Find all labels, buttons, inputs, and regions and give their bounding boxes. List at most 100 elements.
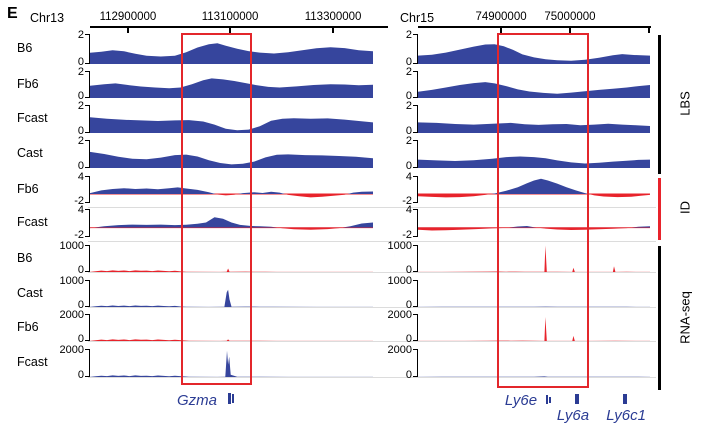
signal-area <box>418 44 650 64</box>
scale-max-label: 4 <box>405 204 412 216</box>
track-waveform <box>418 156 650 168</box>
chromosome-label-right: Chr15 <box>400 11 435 25</box>
track-waveform <box>90 117 373 133</box>
scale-max-label: 1000 <box>59 275 84 287</box>
axis-tick <box>332 28 334 33</box>
axis-tick <box>127 28 129 33</box>
track-waveform <box>418 122 650 133</box>
gene-glyph-gzma <box>232 394 235 403</box>
axis-bracket <box>413 140 418 168</box>
scale-min-label: 0 <box>405 90 412 102</box>
gene-glyph-ly6e <box>549 397 552 403</box>
track-label-fcast-lbs: Fcast <box>17 111 48 125</box>
scale-min-label: 0 <box>405 369 412 381</box>
scale-min-label: 0 <box>77 90 84 102</box>
track-label-fcast-rna-seq: Fcast <box>17 355 48 369</box>
signal-area <box>418 227 650 231</box>
scale-min-label: 0 <box>77 299 84 311</box>
axis-bracket <box>85 140 90 168</box>
scale-min-label: -2 <box>74 195 84 207</box>
axis-bracket <box>85 71 90 98</box>
axis-tick-label: 113100000 <box>201 11 259 23</box>
axis-bracket <box>413 314 418 341</box>
signal-area <box>90 43 373 64</box>
signal-area <box>90 227 373 230</box>
scale-min-label: 0 <box>405 160 412 172</box>
gene-glyph-ly6a <box>575 394 580 404</box>
axis-bracket <box>85 176 90 203</box>
track-waveform <box>418 376 650 377</box>
track-label-cast-rna-seq: Cast <box>17 285 43 300</box>
signal-area <box>418 156 650 168</box>
highlight-box <box>497 33 589 388</box>
track-waveform <box>418 306 650 307</box>
coordinate-axis <box>418 26 651 28</box>
signal-area <box>90 151 373 168</box>
scale-max-label: 4 <box>77 171 84 183</box>
grid-line <box>88 307 656 308</box>
rnaseq-group-label: RNA-seq <box>677 291 693 344</box>
signal-area <box>508 226 650 228</box>
track-label-b6-lbs: B6 <box>17 41 33 55</box>
scale-min-label: -2 <box>74 229 84 241</box>
gene-label-ly6c1: Ly6c1 <box>606 407 646 424</box>
signal-area <box>418 194 650 198</box>
grid-line <box>88 272 656 273</box>
scale-max-label: 1000 <box>387 240 412 252</box>
axis-bracket <box>85 245 90 272</box>
gene-glyph-gzma <box>228 393 232 404</box>
signal-area <box>90 194 373 198</box>
scale-max-label: 1000 <box>59 240 84 252</box>
track-waveform <box>90 268 373 272</box>
track-waveform <box>90 151 373 168</box>
axis-bracket <box>85 34 90 64</box>
coordinate-axis <box>90 26 388 28</box>
axis-tick <box>648 28 650 33</box>
signal-area <box>93 217 373 228</box>
lbs-group-label: LBS <box>677 91 693 116</box>
panel-letter: E <box>7 5 18 22</box>
chromosome-label-left: Chr13 <box>30 11 65 25</box>
axis-bracket <box>413 280 418 307</box>
axis-tick-label: 112900000 <box>99 11 157 23</box>
scale-max-label: 2 <box>77 100 84 112</box>
track-waveform <box>90 339 373 341</box>
track-waveform <box>90 217 373 230</box>
highlight-box <box>180 33 252 385</box>
track-waveform <box>90 187 373 198</box>
track-label-fb6-lbs: Fb6 <box>17 76 39 91</box>
scale-min-label: 0 <box>405 299 412 311</box>
signal-area <box>418 376 650 377</box>
track-waveform <box>90 78 373 98</box>
scale-min-label: 0 <box>77 333 84 345</box>
track-waveform <box>418 226 650 231</box>
signal-area <box>90 268 373 272</box>
gene-glyph-ly6c1 <box>623 394 628 404</box>
axis-bracket <box>413 245 418 272</box>
id-group-bar <box>658 178 662 240</box>
scale-max-label: 2000 <box>387 309 412 321</box>
axis-bracket <box>413 209 418 237</box>
axis-bracket <box>85 209 90 237</box>
scale-min-label: 0 <box>77 125 84 137</box>
signal-area <box>90 117 373 133</box>
signal-area <box>418 178 650 194</box>
axis-bracket <box>413 34 418 64</box>
scale-max-label: 4 <box>405 171 412 183</box>
axis-tick-label: 75000000 <box>544 11 596 23</box>
gene-label-gzma: Gzma <box>176 392 217 409</box>
axis-tick <box>229 28 231 33</box>
axis-tick-label: 74900000 <box>475 11 527 23</box>
axis-tick <box>569 28 571 33</box>
gene-label-ly6e: Ly6e <box>504 392 538 409</box>
axis-bracket <box>413 176 418 203</box>
signal-area <box>90 187 373 194</box>
gene-glyph-ly6e <box>546 395 549 404</box>
axis-bracket <box>413 71 418 98</box>
signal-area <box>418 82 650 98</box>
grid-line <box>88 240 656 242</box>
track-label-fb6-id: Fb6 <box>17 181 39 196</box>
scale-min-label: 0 <box>405 56 412 68</box>
track-waveform <box>418 82 650 98</box>
axis-bracket <box>85 280 90 307</box>
